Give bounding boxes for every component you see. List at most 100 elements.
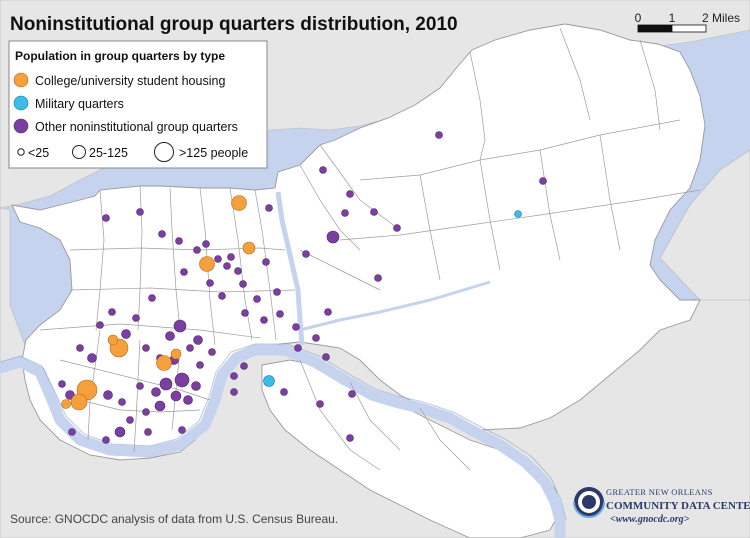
point-other <box>240 362 248 370</box>
point-other <box>227 253 235 261</box>
point-other <box>183 395 193 405</box>
point-other <box>234 267 242 275</box>
legend-label-other: Other noninstitutional group quarters <box>35 120 238 134</box>
point-other <box>132 314 140 322</box>
logo-emblem-icon <box>573 487 605 518</box>
point-other <box>241 309 249 317</box>
point-other <box>370 208 378 216</box>
point-other <box>136 208 144 216</box>
point-other <box>346 434 354 442</box>
point-other <box>316 400 324 408</box>
point-other <box>173 319 187 333</box>
point-other <box>174 372 190 388</box>
point-other <box>175 237 183 245</box>
point-other <box>341 209 349 217</box>
point-other <box>118 398 126 406</box>
point-college <box>70 393 88 411</box>
point-other <box>346 190 354 198</box>
legend-size-large <box>154 142 174 162</box>
legend-title: Population in group quarters by type <box>15 49 225 63</box>
point-other <box>165 331 175 341</box>
point-other <box>273 288 281 296</box>
point-other <box>202 240 210 248</box>
scale-label-0: 0 <box>635 11 642 25</box>
point-other <box>539 177 547 185</box>
point-other <box>102 214 110 222</box>
point-other <box>208 348 216 356</box>
river-bank-line <box>0 343 567 521</box>
point-other <box>393 224 401 232</box>
point-other <box>180 268 188 276</box>
point-other <box>214 255 222 263</box>
legend-size-medium <box>72 145 86 159</box>
point-other <box>230 388 238 396</box>
point-other <box>326 230 340 244</box>
point-other <box>76 344 84 352</box>
point-other <box>218 292 226 300</box>
legend-size-small <box>17 148 25 156</box>
point-other <box>159 377 173 391</box>
legend-label-college: College/university student housing <box>35 74 225 88</box>
legend-size-label-medium: 25-125 <box>89 146 128 160</box>
point-other <box>196 361 204 369</box>
logo-url: <www.gnocdc.org> <box>610 514 690 525</box>
scale-label-2: 2 Miles <box>702 11 740 25</box>
point-other <box>253 295 261 303</box>
point-other <box>302 250 310 258</box>
point-college <box>107 334 119 346</box>
point-other <box>348 390 356 398</box>
point-other <box>144 428 152 436</box>
gnocdc-logo: Greater New Orleans Community Data Cente… <box>573 487 750 525</box>
tract-boundaries <box>39 27 701 471</box>
point-other <box>265 204 273 212</box>
point-other <box>239 280 247 288</box>
point-other <box>276 310 284 318</box>
point-other <box>294 344 302 352</box>
point-other <box>126 416 134 424</box>
legend-label-military: Military quarters <box>35 97 124 111</box>
point-other <box>178 426 186 434</box>
point-other <box>68 428 76 436</box>
point-other <box>58 380 66 388</box>
point-other <box>136 382 144 390</box>
source-note: Source: GNOCDC analysis of data from U.S… <box>10 512 338 526</box>
legend-box <box>8 40 268 169</box>
point-other <box>230 372 238 380</box>
point-other <box>103 390 113 400</box>
point-other <box>154 400 166 412</box>
point-other <box>87 353 97 363</box>
point-other <box>312 334 320 342</box>
point-other <box>114 426 126 438</box>
point-other <box>158 230 166 238</box>
logo-line1: Greater New Orleans <box>606 487 713 497</box>
legend-size-label-small: <25 <box>28 146 49 160</box>
point-college <box>156 355 172 371</box>
legend-swatch-other <box>13 118 29 134</box>
legend-swatch-military <box>13 95 29 111</box>
point-other <box>280 388 288 396</box>
point-military <box>514 210 522 218</box>
scale-bar: 0 1 2 Miles <box>635 11 740 33</box>
point-other <box>121 329 131 339</box>
point-other <box>151 387 161 397</box>
point-other <box>96 321 104 329</box>
scale-label-1: 1 <box>669 11 676 25</box>
point-other <box>186 344 194 352</box>
point-other <box>170 390 182 402</box>
point-other <box>191 381 201 391</box>
point-college <box>242 241 256 255</box>
point-other <box>142 408 150 416</box>
legend-swatch-college <box>13 72 29 88</box>
point-other <box>108 308 116 316</box>
point-other <box>262 258 270 266</box>
point-other <box>142 344 150 352</box>
points-college <box>61 195 256 411</box>
orleans-parish-land <box>11 23 706 461</box>
point-other <box>319 166 327 174</box>
point-other <box>193 246 201 254</box>
point-military <box>263 375 275 387</box>
industrial-canal <box>275 191 305 346</box>
point-college <box>231 195 247 211</box>
